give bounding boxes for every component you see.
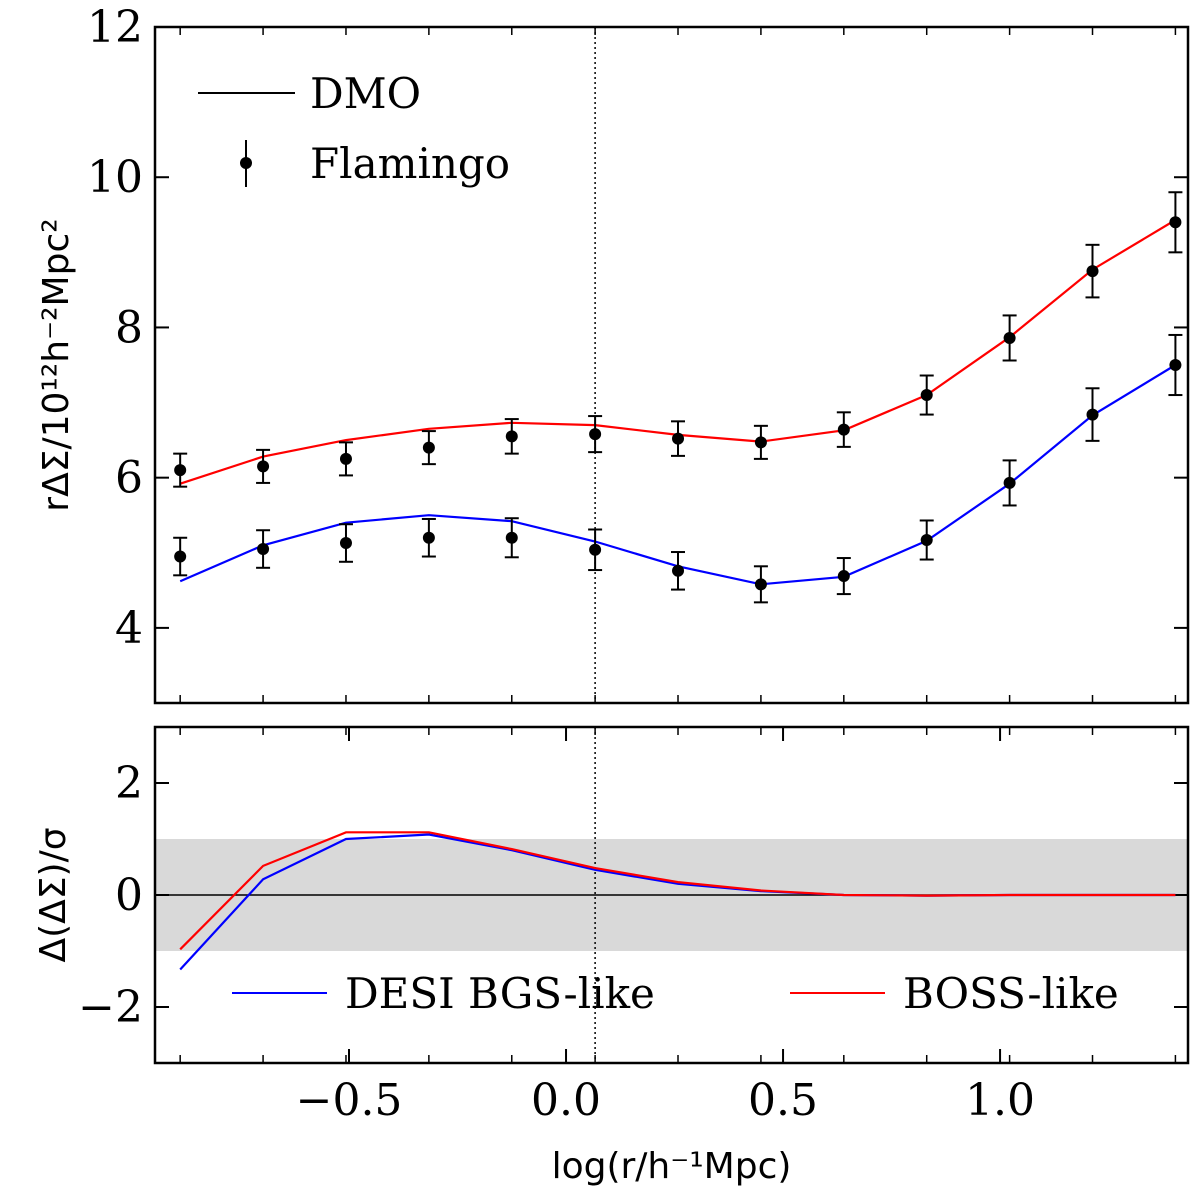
- flamingo-point: [589, 543, 602, 556]
- y-axis-label: Δ(ΔΣ)/σ: [33, 827, 74, 962]
- flamingo-point: [339, 452, 352, 465]
- flamingo-point: [257, 543, 270, 556]
- flamingo-point: [837, 423, 850, 436]
- x-tick-label: −0.5: [296, 1075, 403, 1126]
- flamingo-point: [339, 537, 352, 550]
- y-tick-label: 0: [115, 870, 143, 921]
- y-tick-label: 10: [87, 152, 143, 203]
- flamingo-point: [505, 531, 518, 544]
- y-axis-label: rΔΣ/10¹²h⁻²Mpc²: [36, 218, 77, 511]
- flamingo-point: [174, 550, 187, 563]
- flamingo-point: [754, 436, 767, 449]
- flamingo-point: [257, 460, 270, 473]
- flamingo-point: [1169, 216, 1182, 229]
- flamingo-point: [837, 570, 850, 583]
- y-tick-label: 8: [115, 302, 143, 353]
- flamingo-point: [920, 534, 933, 547]
- flamingo-point: [672, 564, 685, 577]
- legend-label: DESI BGS-like: [345, 969, 655, 1018]
- flamingo-point: [754, 578, 767, 591]
- legend-label: BOSS-like: [903, 969, 1119, 1018]
- legend-marker: [240, 157, 252, 169]
- flamingo-point: [1086, 408, 1099, 421]
- y-tick-label: 6: [115, 453, 143, 504]
- x-tick-label: 0.5: [748, 1075, 818, 1126]
- flamingo-point: [422, 531, 435, 544]
- axes-frame: [153, 25, 1190, 705]
- legend-label: Flamingo: [310, 139, 510, 188]
- flamingo-point: [422, 441, 435, 454]
- y-tick-label: 12: [87, 2, 143, 53]
- x-tick-label: 1.0: [965, 1075, 1035, 1126]
- flamingo-point: [1086, 265, 1099, 278]
- flamingo-point: [174, 464, 187, 477]
- residual-line: [179, 831, 1176, 951]
- flamingo-point: [1003, 476, 1016, 489]
- axes-frame: [153, 725, 1190, 1065]
- flamingo-point: [505, 430, 518, 443]
- flamingo-point: [1003, 331, 1016, 344]
- flamingo-point: [1169, 359, 1182, 371]
- y-tick-label: 4: [115, 603, 143, 654]
- x-axis-label: log(r/h⁻¹Mpc): [552, 1146, 792, 1187]
- y-tick-label: 2: [115, 758, 143, 809]
- flamingo-point: [920, 389, 933, 402]
- panel: −2 0 2 −0.5 0.0 0.5 1.0 Δ(ΔΣ)/σ log(r/h⁻¹Mpc) DES…: [33, 725, 1190, 1187]
- legend-label: DMO: [310, 69, 421, 118]
- x-tick-label: 0.0: [531, 1075, 601, 1126]
- flamingo-point: [589, 428, 602, 441]
- panel: 4 6 8 10 12 rΔΣ/10¹²h⁻²Mpc² DMO Flamingo: [36, 2, 1190, 705]
- flamingo-point: [672, 432, 685, 445]
- y-tick-label: −2: [78, 982, 143, 1033]
